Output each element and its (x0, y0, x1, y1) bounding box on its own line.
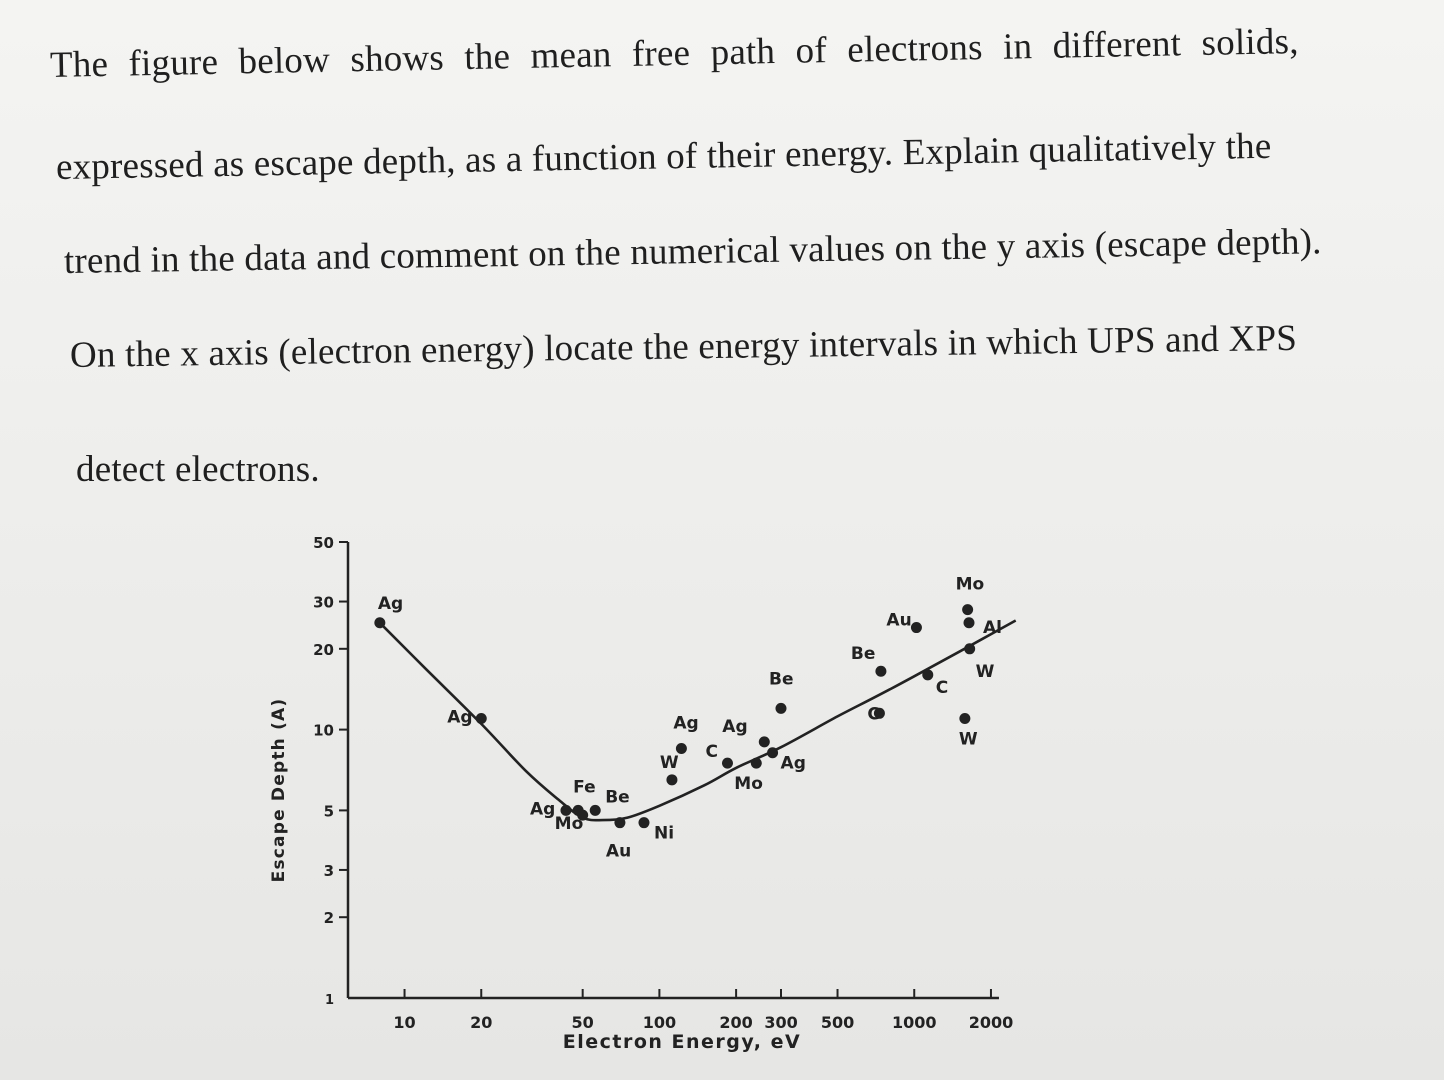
data-point-label: Mo (956, 575, 985, 595)
data-point-label: Ag (673, 714, 698, 734)
data-point (767, 747, 779, 759)
data-point-label: W (976, 662, 995, 682)
question-line-3: trend in the data and comment on the num… (63, 221, 1322, 282)
data-point (775, 702, 787, 714)
data-point (614, 817, 626, 829)
data-point (758, 736, 770, 748)
data-point-label: Ni (654, 824, 674, 844)
data-point-label: Ag (781, 754, 806, 774)
data-point-label: W (959, 729, 978, 749)
data-point (959, 712, 971, 724)
x-tick-label: 50 (572, 1013, 594, 1032)
data-point (577, 809, 589, 821)
chart-axes: 2 3 5 10 20 30 50 1 10 20 50 100 200 300 500 1000 2000 (313, 534, 1013, 1032)
y-axis-label: Escape Depth (A) (269, 698, 289, 883)
data-point (922, 669, 934, 681)
data-point-label: Ag (722, 717, 747, 737)
y-tick-label: 2 (324, 909, 334, 927)
y-tick-label: 1 (325, 993, 334, 1008)
data-point-label: Mo (734, 774, 763, 794)
data-point-label: C (936, 678, 948, 698)
y-tick-label: 3 (324, 862, 334, 880)
x-tick-label: 2000 (969, 1013, 1014, 1032)
x-tick-label: 200 300 (719, 1013, 797, 1032)
data-point (560, 804, 572, 816)
data-point (750, 757, 762, 769)
fit-curve (378, 619, 1017, 822)
data-point (675, 743, 687, 755)
y-tick-label: 5 (324, 802, 334, 820)
y-tick-label: 30 (313, 594, 334, 612)
data-point (910, 622, 922, 634)
x-tick-label: 100 (643, 1013, 676, 1032)
data-point (374, 617, 386, 629)
data-point (962, 604, 974, 616)
data-point (963, 617, 975, 629)
data-point (589, 804, 601, 816)
question-line-5: detect electrons. (76, 449, 320, 490)
data-point (721, 757, 733, 769)
data-point-label: Be (769, 669, 794, 689)
x-tick-label: 1000 (892, 1013, 937, 1032)
data-point-label: Be (851, 644, 876, 664)
y-tick-label: 20 (313, 641, 334, 659)
data-point-label: C (705, 742, 717, 762)
data-point-label: Fe (573, 777, 595, 797)
data-point (638, 817, 650, 829)
chart-curve-layer (378, 619, 1017, 822)
question-line-1: The figure below shows the mean free pat… (49, 21, 1299, 86)
question-line-2: expressed as escape depth, as a function… (55, 125, 1272, 188)
data-point-label: Al (983, 618, 1002, 638)
data-point (875, 665, 887, 677)
data-point-label: Au (886, 611, 911, 631)
data-point (475, 712, 487, 724)
data-point (964, 643, 976, 655)
data-point-label: Ag (447, 707, 472, 727)
data-point-label: C (867, 704, 879, 724)
question-text: The figure below shows the mean free pat… (0, 0, 1444, 500)
x-tick-label: 500 (821, 1013, 854, 1032)
y-tick-label: 50 (313, 534, 334, 552)
x-tick-label: 10 (393, 1013, 415, 1032)
data-point-label: Ag (530, 799, 555, 819)
data-point-label: Ag (378, 594, 403, 614)
x-tick-label: 20 (470, 1013, 492, 1032)
data-point-label: Mo (555, 814, 584, 834)
data-point (666, 774, 678, 786)
x-axis-label: Electron Energy, eV (563, 1031, 801, 1053)
data-point-label: W (660, 753, 679, 773)
data-point-label: Au (606, 842, 631, 862)
question-line-4: On the x axis (electron energy) locate t… (69, 317, 1298, 376)
data-point-label: Be (605, 787, 630, 807)
y-tick-label: 10 (313, 722, 334, 740)
data-point (873, 707, 885, 719)
